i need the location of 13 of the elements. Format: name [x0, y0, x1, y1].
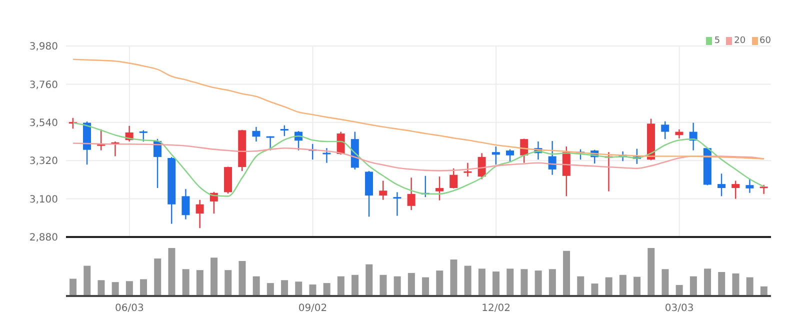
y-tick-label: 2,880: [29, 232, 58, 244]
x-tick-label: 09/02: [298, 303, 328, 314]
legend-label: 60: [758, 36, 771, 46]
y-tick-label: 3,540: [29, 118, 58, 129]
y-tick-label: 3,320: [29, 156, 58, 168]
y-tick-label: 3,100: [29, 194, 58, 206]
x-tick-label: 12/02: [482, 303, 510, 314]
y-tick-label: 3,980: [29, 42, 58, 53]
x-tick-label: 03/03: [664, 303, 694, 314]
y-tick-label: 3,760: [29, 80, 58, 91]
x-tick-label: 06/03: [115, 303, 144, 314]
legend-label: 5: [713, 36, 720, 46]
legend-label: 20: [733, 36, 746, 46]
